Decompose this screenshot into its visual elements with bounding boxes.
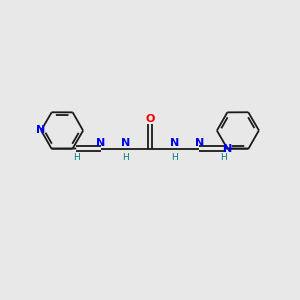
Text: H: H (73, 153, 80, 162)
Text: H: H (122, 153, 129, 162)
Text: H: H (220, 153, 227, 162)
Text: N: N (96, 138, 105, 148)
Text: N: N (223, 144, 232, 154)
Text: N: N (170, 138, 179, 148)
Text: N: N (195, 138, 204, 148)
Text: N: N (37, 125, 46, 135)
Text: N: N (121, 138, 130, 148)
Text: O: O (145, 113, 155, 124)
Text: H: H (171, 153, 178, 162)
